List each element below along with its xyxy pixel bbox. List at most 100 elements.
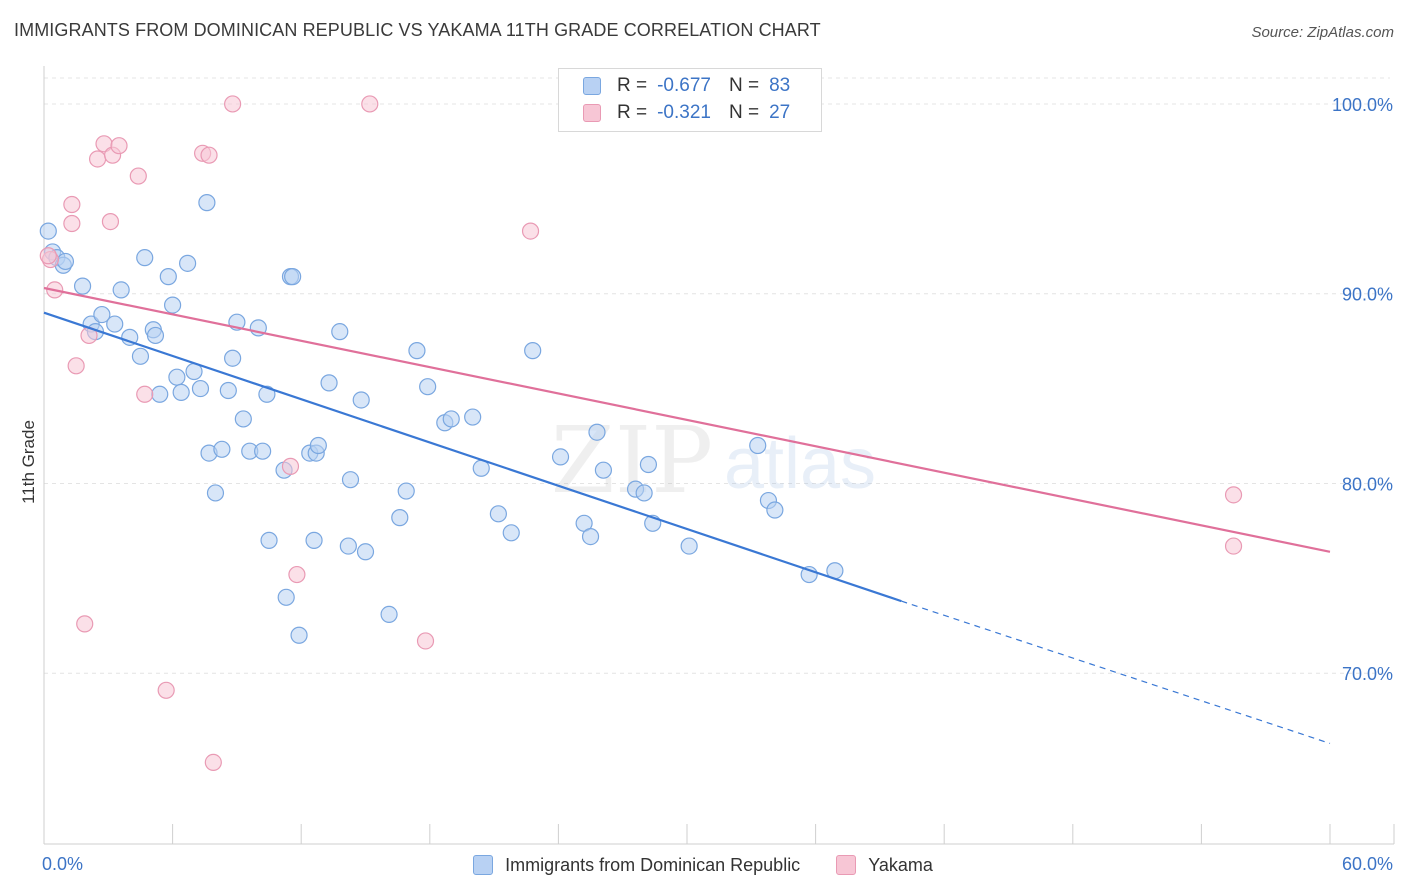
point-dominican [766,501,784,519]
source-label: Source: ZipAtlas.com [1251,24,1394,41]
point-yakama [136,385,154,403]
legend-row-dominican: R = -0.677 N = 83 [583,73,790,99]
point-dominican [159,268,177,286]
y-axis-label: 11th Grade [19,420,38,504]
point-yakama [157,681,175,699]
point-dominican [352,391,370,409]
watermark-atlas: atlas [724,424,876,504]
r-value: -0.321 [657,102,711,123]
point-dominican [284,268,302,286]
y-tick-label: 80.0% [1342,474,1393,494]
point-dominican [594,461,613,479]
point-dominican [397,482,415,500]
point-dominican [131,347,150,365]
point-yakama [521,222,540,240]
legend-swatch-blue [583,77,601,95]
point-yakama [361,95,379,113]
point-dominican [39,222,57,240]
legend-item-dominican[interactable]: Immigrants from Dominican Republic [473,855,800,876]
point-yakama [224,95,242,113]
point-dominican [56,252,75,271]
point-dominican [464,408,482,426]
point-dominican [680,537,698,555]
point-yakama [288,565,306,584]
point-dominican [112,281,130,299]
y-tick-label: 100.0% [1332,95,1393,115]
point-dominican [198,194,216,212]
r-value: -0.677 [657,75,711,96]
trend-line-dominican [43,311,902,603]
watermark-zip: ZIP [551,407,713,514]
point-dominican [73,277,92,295]
point-dominican [551,448,570,466]
point-dominican [179,254,197,272]
legend-swatch-blue [473,855,494,875]
point-yakama [67,357,85,375]
point-dominican [635,484,653,502]
x-tick-label: 0.0% [42,854,83,874]
point-dominican [442,410,460,428]
axes [43,66,1395,845]
point-dominican [309,436,327,455]
point-dominican [146,326,165,345]
point-dominican [106,315,124,333]
point-yakama [88,150,107,168]
n-value: 83 [769,75,791,96]
point-yakama [63,214,81,233]
r-label: R = [617,75,648,96]
point-dominican [524,342,542,360]
point-dominican [136,249,154,267]
point-dominican [151,385,169,403]
point-dominican [356,543,375,561]
point-yakama [76,615,94,633]
point-yakama [1224,486,1243,504]
grid-lines [44,77,1390,674]
trend-lines [43,286,1331,744]
point-yakama [416,632,435,650]
point-dominican [502,524,520,542]
point-dominican [224,349,242,367]
point-dominican [206,484,225,502]
trend-line-yakama [43,286,1331,553]
series-legend: Immigrants from Dominican Republic Yakam… [0,852,1406,878]
point-yakama [1224,537,1243,555]
legend-swatch-pink [583,104,601,122]
y-tick-label: 90.0% [1342,285,1393,305]
point-yakama [129,167,147,185]
point-yakama [281,457,300,475]
point-dominican [339,537,357,555]
legend-item-yakama[interactable]: Yakama [836,855,933,876]
point-dominican [749,436,767,455]
legend-label: Immigrants from Dominican Republic [505,854,801,875]
point-dominican [164,296,182,314]
trend-extension-dominican [901,600,1331,744]
point-dominican [260,531,278,549]
point-yakama [39,247,57,265]
point-dominican [489,505,507,523]
point-yakama [110,137,128,155]
y-tick-label: 70.0% [1342,664,1393,684]
correlation-legend: R = -0.677 N = 83 R = -0.321 N = 27 [558,68,822,132]
point-dominican [93,305,111,324]
tick-labels: 70.0% 80.0% 90.0% 100.0% 0.0% 60.0% [42,95,1393,874]
point-dominican [639,455,658,474]
point-dominican [419,378,437,396]
point-dominican [391,509,409,527]
point-dominican [191,379,210,398]
n-label: N = [728,102,760,123]
point-dominican [341,471,360,489]
n-value: 27 [769,102,791,123]
point-dominican [581,527,600,546]
point-dominican [290,626,308,644]
point-yakama [200,146,218,164]
point-dominican [219,381,237,400]
x-tick-label: 60.0% [1342,854,1393,874]
point-dominican [305,531,323,549]
point-dominican [254,442,272,460]
n-label: N = [728,75,760,96]
point-yakama [101,213,120,231]
point-dominican [172,383,190,401]
legend-label: Yakama [868,854,933,875]
chart-title: IMMIGRANTS FROM DOMINICAN REPUBLIC VS YA… [14,20,821,40]
r-label: R = [617,102,648,123]
